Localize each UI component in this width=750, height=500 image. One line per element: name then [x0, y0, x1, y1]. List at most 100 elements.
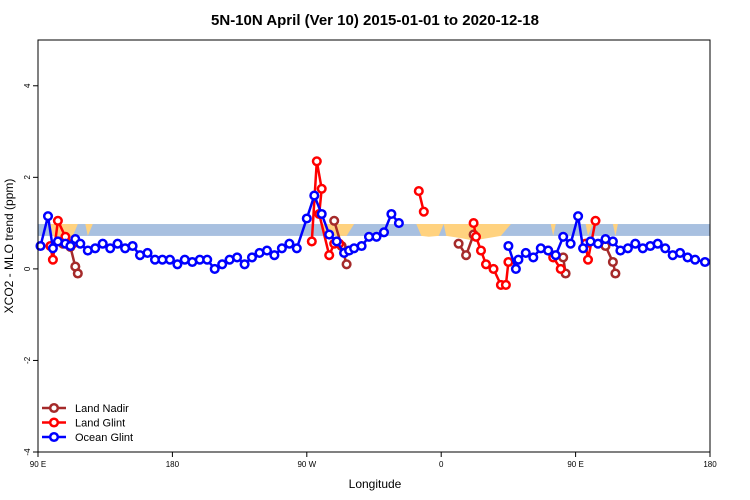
ocean-glint-point-39 — [309, 190, 320, 201]
ocean-glint-point-56 — [528, 252, 539, 263]
ocean-glint-point-15 — [127, 240, 138, 252]
x-axis-label: Longitude — [349, 477, 402, 491]
ocean-glint-point-79 — [699, 256, 711, 268]
ocean-glint-point-33 — [261, 245, 273, 256]
series-ocean-glint — [35, 190, 711, 274]
legend-label-ocean-glint: Ocean Glint — [75, 432, 133, 444]
land-fill-6 — [550, 224, 556, 236]
land-glint-point-2 — [47, 254, 58, 265]
x-tick-label-4: 0 — [439, 460, 444, 469]
ocean-glint-point-60 — [558, 231, 569, 242]
legend-label-land-nadir: Land Nadir — [75, 403, 129, 415]
ocean-glint-point-30 — [239, 259, 250, 270]
land-nadir-point-8 — [453, 238, 464, 249]
ocean-glint-point-38 — [301, 213, 312, 224]
ocean-glint-point-36 — [284, 238, 295, 249]
land-glint-point-14 — [418, 206, 429, 217]
land-nadir-point-7 — [341, 259, 352, 270]
land-fill-2 — [85, 224, 93, 236]
reference-band — [38, 224, 710, 236]
chart-title: 5N-10N April (Ver 10) 2015-01-01 to 2020… — [211, 12, 539, 29]
ocean-glint-point-35 — [276, 243, 287, 254]
legend: Land Nadir Land Glint Ocean Glint — [42, 402, 133, 444]
ocean-glint-point-55 — [520, 247, 531, 258]
axis-layer: 90 E 180 90 W 0 90 E 180 -4 -2 0 2 4 — [23, 83, 717, 469]
ocean-glint-point-20 — [164, 254, 175, 265]
land-glint-point-22 — [503, 256, 514, 268]
ocean-glint-point-25 — [202, 254, 213, 265]
ocean-glint-point-34 — [269, 250, 280, 261]
land-glint-point-25 — [555, 263, 566, 274]
y-tick-label-1: -4 — [23, 448, 32, 456]
ocean-glint-point-6 — [65, 240, 76, 252]
plot-layer — [35, 156, 711, 290]
ocean-glint-point-67 — [607, 236, 618, 247]
ocean-glint-point-62 — [573, 211, 584, 222]
y-tick-label-4: 2 — [23, 175, 32, 180]
x-tick-label-3: 90 W — [297, 460, 316, 469]
ocean-glint-point-53 — [510, 263, 521, 274]
land-glint-point-19 — [488, 263, 499, 274]
land-nadir-point-9 — [461, 250, 472, 261]
land-glint-point-16 — [470, 231, 482, 242]
y-tick-label-3: 0 — [23, 266, 32, 271]
ocean-glint-point-59 — [550, 250, 561, 261]
land-fill-8 — [612, 224, 618, 236]
land-nadir-point-4 — [72, 268, 83, 279]
ocean-glint-point-21 — [172, 259, 183, 270]
ocean-glint-point-41 — [324, 229, 335, 240]
ocean-glint-point-11 — [97, 238, 108, 249]
ocean-glint-point-40 — [316, 208, 327, 220]
ocean-glint-point-31 — [246, 252, 258, 263]
ocean-glint-point-78 — [690, 254, 701, 265]
legend-marker-land-glint — [48, 417, 60, 428]
y-tick-label-2: -2 — [23, 356, 32, 364]
ocean-glint-point-52 — [503, 240, 514, 252]
land-nadir-point-15 — [610, 268, 621, 279]
land-glint-point-15 — [468, 218, 479, 229]
ocean-glint-point-61 — [565, 238, 576, 249]
land-glint-point-8 — [316, 183, 327, 194]
ocean-glint-point-74 — [660, 243, 671, 254]
ocean-glint-point-65 — [592, 238, 604, 249]
land-glint-point-10 — [324, 250, 335, 261]
land-nadir-point-14 — [607, 256, 618, 268]
ocean-glint-point-29 — [232, 252, 243, 263]
y-axis-label: XCO2 - MLO trend (ppm) — [2, 179, 16, 314]
ocean-glint-point-49 — [378, 227, 390, 238]
x-tick-label-6: 180 — [703, 460, 717, 469]
legend-marker-land-nadir — [48, 402, 60, 414]
ocean-glint-point-13 — [112, 238, 123, 249]
land-glint-point-28 — [590, 215, 601, 226]
ocean-glint-point-58 — [543, 245, 554, 256]
ocean-glint-point-73 — [652, 238, 663, 249]
land-glint-point-3 — [52, 215, 63, 226]
land-fill-4 — [416, 224, 444, 237]
ocean-glint-point-2 — [42, 211, 54, 222]
ocean-glint-point-48 — [371, 231, 382, 242]
ocean-glint-point-70 — [630, 238, 641, 249]
land-glint-point-21 — [500, 279, 511, 290]
ocean-glint-point-76 — [675, 247, 686, 258]
ocean-glint-point-12 — [105, 243, 116, 254]
legend-marker-ocean-glint — [48, 431, 60, 443]
ocean-glint-point-26 — [209, 263, 220, 274]
land-nadir-point-5 — [329, 215, 340, 226]
ocean-glint-point-51 — [393, 218, 404, 229]
land-glint-point-27 — [582, 254, 594, 265]
land-glint-point-18 — [480, 259, 492, 270]
ocean-glint-point-17 — [142, 247, 153, 258]
x-tick-label-1: 90 E — [30, 460, 46, 469]
ocean-glint-point-1 — [35, 240, 46, 252]
ocean-glint-point-54 — [513, 254, 524, 265]
land-fill-7 — [585, 224, 593, 236]
ocean-glint-point-46 — [356, 240, 367, 252]
ocean-glint-point-63 — [578, 243, 589, 254]
ocean-glint-point-3 — [47, 243, 58, 254]
ocean-glint-point-42 — [331, 236, 342, 247]
land-glint-point-6 — [306, 236, 317, 247]
ocean-glint-point-10 — [90, 243, 101, 254]
y-tick-label-5: 4 — [23, 83, 32, 88]
ocean-glint-point-69 — [622, 243, 633, 254]
ocean-glint-point-27 — [217, 259, 228, 270]
